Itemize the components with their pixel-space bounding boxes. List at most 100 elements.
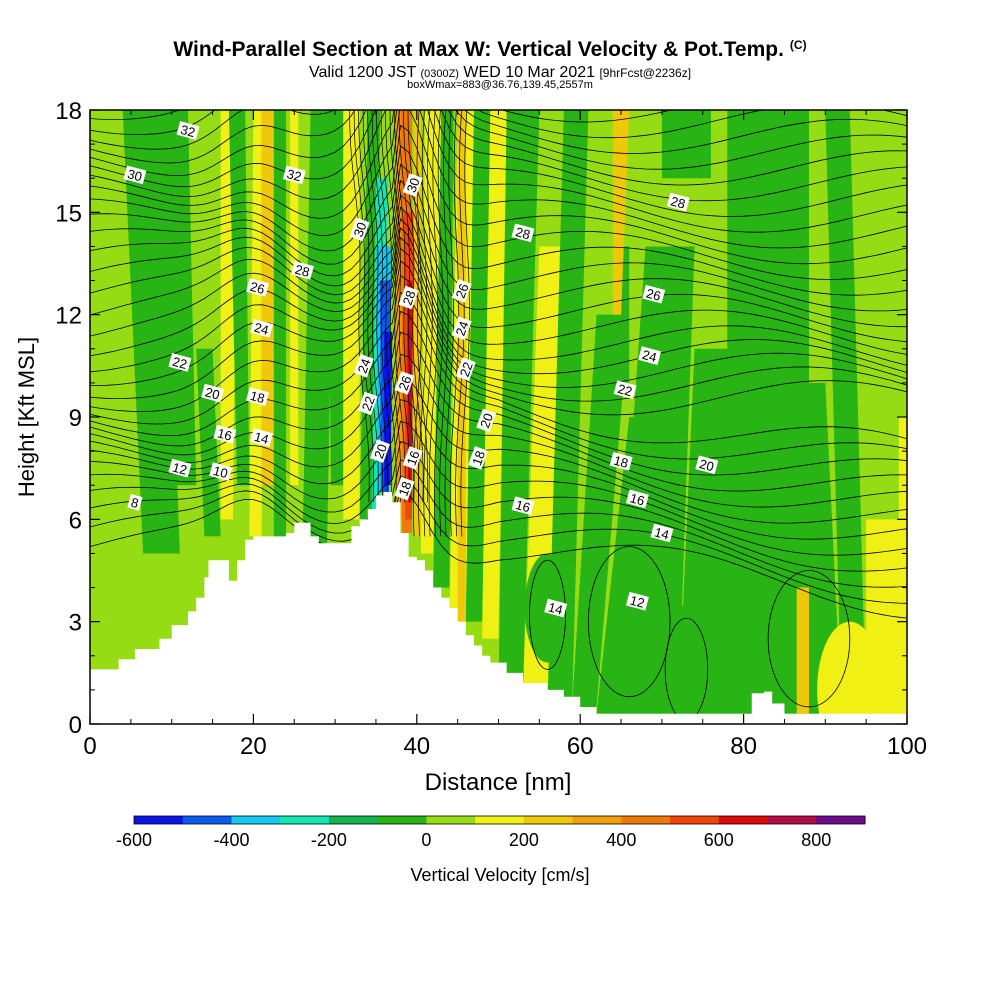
- theta-contour: [428, 110, 438, 537]
- theta-contour: [587, 546, 671, 698]
- theta-contour: [90, 193, 907, 343]
- velocity-band: [394, 110, 403, 520]
- colorbar-swatch: [231, 816, 281, 824]
- theta-label: 16: [625, 489, 649, 509]
- theta-contour: [444, 110, 454, 537]
- theta-label-text: 22: [616, 381, 634, 399]
- velocity-band: [326, 110, 344, 486]
- theta-label-box: [176, 121, 200, 140]
- chart-subtitle: Valid 1200 JST (0300Z) WED 10 Mar 2021 […: [309, 64, 691, 81]
- theta-contour: [90, 110, 907, 249]
- theta-label: 28: [511, 223, 535, 243]
- theta-label-box: [246, 387, 269, 406]
- theta-label: 16: [402, 446, 423, 470]
- theta-label: 20: [476, 408, 497, 433]
- theta-contour-labels: 32 30 32 30 30 28 28 26 28 26 28 26 24 24 24 22 24 22 26 22…: [123, 121, 719, 618]
- theta-contour: [90, 110, 907, 217]
- theta-label-box: [370, 439, 390, 463]
- y-tick-label: 18: [55, 98, 82, 125]
- theta-label-box: [402, 446, 423, 470]
- theta-label: 10: [209, 462, 233, 481]
- theta-label-text: 8: [129, 495, 140, 511]
- theta-contour: [380, 110, 402, 503]
- colorbar-swatch: [621, 816, 671, 824]
- theta-contour: [90, 217, 907, 366]
- theta-label-text: 18: [469, 449, 488, 468]
- theta-contour: [90, 376, 907, 524]
- theta-label: 12: [625, 591, 649, 611]
- theta-label: 22: [613, 380, 637, 399]
- theta-label-box: [398, 285, 419, 310]
- subtitle-forecast: [9hrFcst@2236z]: [599, 66, 691, 80]
- theta-label-box: [511, 223, 535, 243]
- theta-contour: [90, 247, 907, 402]
- theta-label: 28: [398, 285, 419, 310]
- colorbar-tick-label: -600: [116, 830, 152, 850]
- colorbar-frame: [133, 815, 866, 825]
- theta-label-box: [666, 192, 690, 212]
- subtitle-zulu: (0300Z): [420, 68, 459, 80]
- theta-contour: [90, 291, 907, 460]
- subtitle-date: WED 10 Mar 2021: [459, 64, 600, 81]
- theta-label-text: 28: [669, 193, 687, 211]
- velocity-band: [343, 110, 360, 520]
- x-axis-label: Distance [nm]: [425, 769, 572, 796]
- theta-label-box: [476, 408, 497, 433]
- theta-label-text: 30: [126, 166, 144, 184]
- velocity-band: [457, 110, 466, 707]
- theta-label-text: 24: [253, 320, 271, 338]
- theta-label: 20: [695, 455, 719, 475]
- theta-label: 22: [455, 357, 476, 381]
- y-tick-label: 12: [55, 303, 82, 330]
- colorbar-swatch: [426, 816, 476, 824]
- theta-label-box: [250, 428, 274, 447]
- theta-label-box: [213, 424, 237, 444]
- theta-label: 26: [451, 279, 472, 303]
- colorbar-swatch: [475, 816, 525, 824]
- theta-label: 24: [451, 316, 472, 341]
- velocity-band: [661, 110, 711, 179]
- x-tick-label: 20: [240, 733, 267, 760]
- theta-label-box: [695, 455, 719, 475]
- theta-label-text: 22: [359, 394, 378, 413]
- theta-contour: [90, 110, 907, 265]
- colorbar-swatch: [718, 816, 769, 824]
- theta-label-text: 16: [404, 449, 423, 468]
- theta-label: 14: [650, 523, 674, 543]
- theta-contour: [358, 110, 379, 503]
- theta-label-text: 30: [351, 220, 370, 239]
- theta-label-box: [201, 383, 225, 403]
- theta-label-box: [246, 278, 269, 297]
- theta-contour: [439, 110, 449, 537]
- colorbar-swatch: [523, 816, 574, 824]
- theta-label: 14: [250, 428, 274, 447]
- velocity-cell: [817, 621, 883, 724]
- theta-label-box: [123, 165, 147, 185]
- theta-label: 24: [353, 354, 374, 378]
- velocity-band: [302, 110, 336, 554]
- theta-contour: [349, 110, 370, 503]
- theta-contour: [90, 475, 907, 604]
- theta-label-box: [455, 357, 476, 381]
- theta-label: 16: [213, 424, 237, 444]
- theta-label-box: [638, 346, 662, 365]
- colorbar-tick-label: -400: [213, 830, 249, 850]
- theta-contour: [529, 559, 566, 670]
- velocity-band: [572, 314, 630, 707]
- theta-contour: [90, 163, 907, 312]
- theta-label-text: 20: [698, 456, 716, 474]
- theta-label-box: [282, 165, 306, 185]
- theta-contour: [90, 260, 907, 416]
- theta-contour: [90, 206, 907, 355]
- y-tick-label: 3: [69, 610, 82, 637]
- theta-contour: [90, 440, 907, 572]
- theta-label-box: [357, 391, 378, 416]
- theta-contour: [90, 110, 673, 123]
- theta-label-text: 32: [179, 122, 197, 140]
- colorbar-swatch: [280, 816, 330, 824]
- colorbar-swatch: [377, 816, 427, 824]
- theta-label-box: [625, 489, 649, 509]
- theta-label: 32: [282, 165, 306, 185]
- theta-contour: [418, 110, 428, 537]
